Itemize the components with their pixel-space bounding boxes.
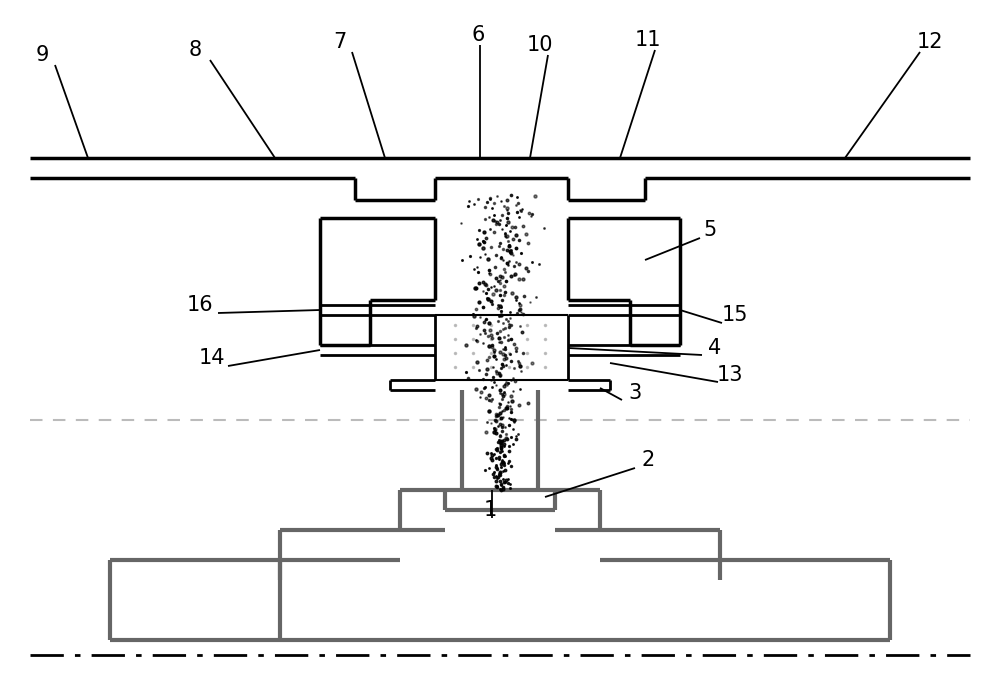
Text: 10: 10 [527,35,553,55]
Text: 3: 3 [628,383,642,403]
Text: 7: 7 [333,32,347,52]
Text: 15: 15 [722,305,748,325]
Text: 12: 12 [917,32,943,52]
Text: 6: 6 [471,25,485,45]
Text: 4: 4 [708,338,722,358]
Text: 9: 9 [35,45,49,65]
Text: 13: 13 [717,365,743,385]
Text: 14: 14 [199,348,225,368]
Text: 2: 2 [641,450,655,470]
Text: 16: 16 [187,295,213,315]
Text: 8: 8 [188,40,202,60]
Text: 1: 1 [483,500,497,520]
Text: 5: 5 [703,220,717,240]
Text: 11: 11 [635,30,661,50]
